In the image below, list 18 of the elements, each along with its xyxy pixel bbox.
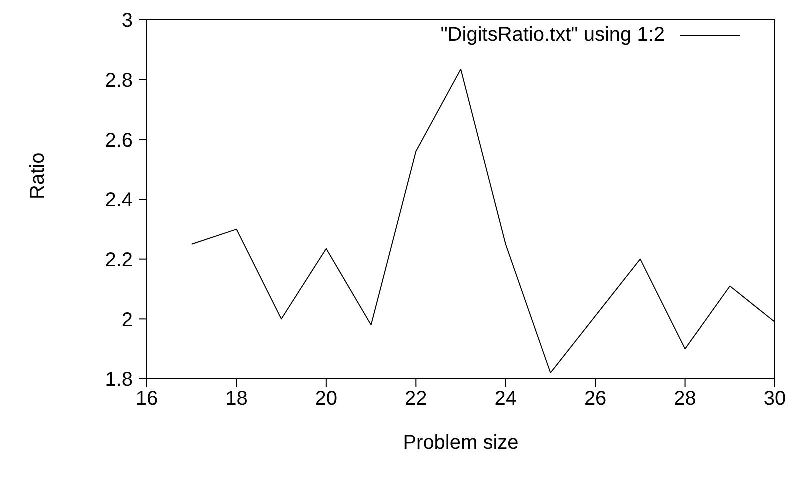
y-tick-label: 2.4 [105, 190, 133, 212]
x-tick-label: 26 [584, 388, 607, 410]
y-tick-label: 3 [122, 10, 133, 32]
x-tick-label: 20 [315, 388, 338, 410]
x-tick-label: 22 [405, 388, 428, 410]
y-tick-label: 2.8 [105, 70, 133, 92]
y-tick-label: 1.8 [105, 369, 133, 392]
x-tick-label: 16 [136, 388, 158, 410]
x-tick-label: 28 [674, 388, 696, 410]
y-tick-label: 2.2 [105, 249, 133, 272]
x-tick-label: 30 [764, 388, 786, 410]
x-tick-label: 18 [226, 388, 248, 410]
y-axis-title: Ratio [27, 152, 50, 200]
legend-label: "DigitsRatio.txt" using 1:2 [440, 24, 665, 47]
y-tick-label: 2.6 [105, 130, 133, 152]
x-axis-title: Problem size [403, 432, 519, 454]
y-tick-label: 2 [122, 309, 133, 332]
x-tick-label: 24 [494, 388, 517, 410]
